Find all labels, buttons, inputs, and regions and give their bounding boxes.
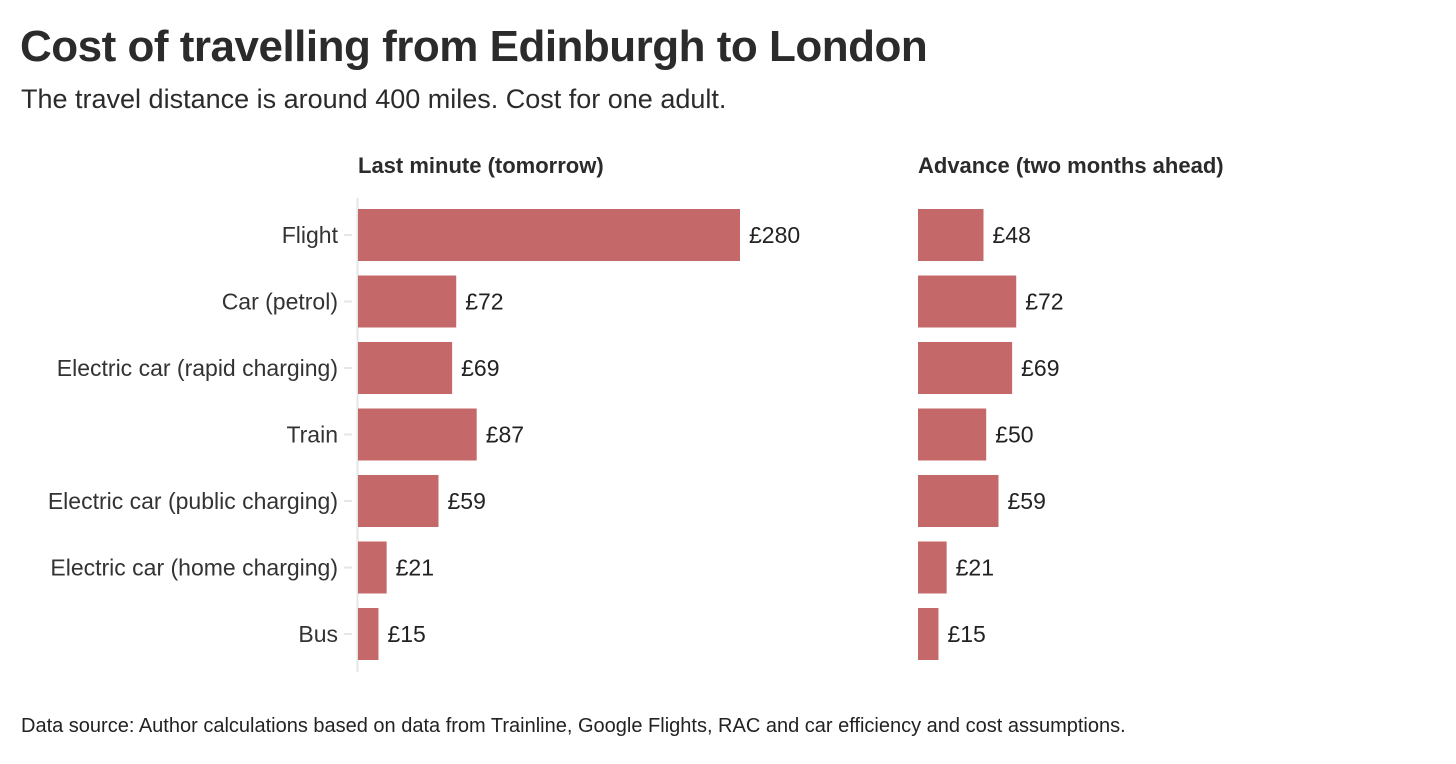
data-label: £72 <box>1025 289 1063 315</box>
data-label: £59 <box>1007 488 1045 514</box>
data-label: £59 <box>447 488 485 514</box>
bar <box>358 209 740 261</box>
data-label: £21 <box>396 555 434 581</box>
bar <box>358 475 439 527</box>
panel-title: Last minute (tomorrow) <box>358 153 604 178</box>
data-label: £72 <box>465 289 503 315</box>
bar <box>918 342 1013 394</box>
bar <box>358 608 379 660</box>
bar <box>918 209 984 261</box>
bar <box>358 342 453 394</box>
category-label: Train <box>286 422 338 448</box>
data-label: £15 <box>387 621 425 647</box>
category-label: Electric car (public charging) <box>48 488 338 514</box>
panel-title: Advance (two months ahead) <box>918 153 1224 178</box>
bar <box>358 541 387 594</box>
category-label: Car (petrol) <box>222 289 338 315</box>
data-label: £69 <box>461 355 499 381</box>
bar <box>918 541 947 594</box>
category-label: Flight <box>282 222 339 248</box>
category-label: Bus <box>298 621 338 647</box>
bar <box>358 408 477 461</box>
category-label: Electric car (home charging) <box>50 555 338 581</box>
bar <box>918 608 939 660</box>
bar <box>918 475 999 527</box>
bar <box>918 408 987 461</box>
data-label: £50 <box>995 422 1033 448</box>
data-label: £69 <box>1021 355 1059 381</box>
chart-title: Cost of travelling from Edinburgh to Lon… <box>20 22 928 71</box>
data-source-note: Data source: Author calculations based o… <box>21 715 1126 737</box>
data-label: £15 <box>947 621 985 647</box>
chart-subtitle: The travel distance is around 400 miles.… <box>21 84 727 114</box>
data-label: £48 <box>992 222 1030 248</box>
category-label: Electric car (rapid charging) <box>57 355 338 381</box>
data-label: £21 <box>956 555 994 581</box>
bar <box>358 275 457 328</box>
bar <box>918 275 1017 328</box>
data-label: £280 <box>749 222 800 248</box>
data-label: £87 <box>486 422 524 448</box>
